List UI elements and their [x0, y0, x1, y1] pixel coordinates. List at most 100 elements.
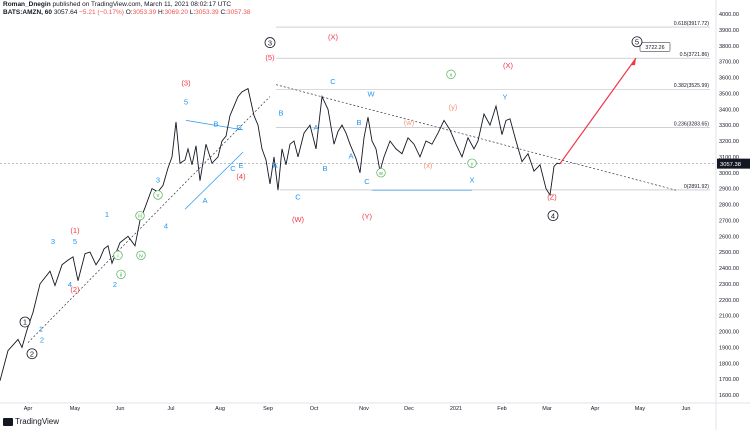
price-tick-label: 2600.00 [719, 234, 739, 240]
time-tick-label: Apr [591, 406, 600, 412]
wave-label: (y) [449, 102, 458, 111]
time-tick-label: Jun [116, 406, 125, 412]
author-name: Roman_Dnegin [3, 1, 51, 8]
price-tick-label: 2000.00 [719, 330, 739, 336]
price-tick-label: 3100.00 [719, 155, 739, 161]
target-arrow-head [631, 58, 636, 66]
wave-label: 1 [105, 210, 109, 219]
price-tick-label: 2900.00 [719, 187, 739, 193]
price-tick-label: 3500.00 [719, 91, 739, 97]
subwave-circle [113, 250, 123, 260]
wave-circle [264, 37, 276, 48]
close-label: C: [220, 9, 227, 16]
wave-label: C [295, 193, 301, 202]
wave-label: (Y) [362, 212, 373, 221]
wave-label: C [330, 77, 336, 86]
wave-circle-label: 2 [30, 349, 34, 358]
wave-label: 4 [164, 221, 168, 230]
wave-label: (X) [503, 61, 514, 70]
subwave-circle [446, 69, 456, 79]
current-price-label: 3057.38 [720, 162, 741, 168]
wave-label: (3) [181, 78, 191, 87]
time-tick-label: May [70, 406, 81, 412]
wave-label: C [230, 164, 236, 173]
wave-circle [631, 36, 643, 48]
price-tick-label: 1800.00 [719, 361, 739, 367]
wave-label: 2 [113, 280, 117, 289]
wave-label: (x) [424, 161, 433, 170]
open-value: 3053.39 [132, 9, 157, 16]
price-tick-label: 2500.00 [719, 250, 739, 256]
wave-label: 2 [40, 336, 44, 345]
time-tick-label: May [635, 406, 646, 412]
subwave-circle-label: y [471, 161, 474, 167]
price-tick-label: 1600.00 [719, 393, 739, 399]
wave-circle-label: 5 [635, 37, 639, 46]
wave-circle [26, 348, 38, 360]
tradingview-brand: TradingView [15, 417, 60, 426]
time-tick-label: Jun [682, 406, 691, 412]
price-tick-label: 3700.00 [719, 60, 739, 66]
time-tick-label: 2021 [450, 406, 462, 412]
price-tick-label: 2800.00 [719, 203, 739, 209]
wave-label: A [272, 161, 277, 170]
price-tick-label: 1900.00 [719, 345, 739, 351]
wave-label: A [313, 123, 318, 132]
chart-header-ohlc: BATS:AMZN, 60 3057.64 −5.21 (−0.17%) O:3… [3, 9, 250, 16]
price-change: −5.21 (−0.17%) [79, 9, 124, 16]
subwave-circle-label: v [157, 193, 160, 199]
wave-circle [547, 210, 559, 222]
subwave-circle-label: w [378, 171, 383, 177]
wave-label: (W) [292, 215, 305, 224]
subwave-circle [136, 250, 146, 260]
wave-label: 4 [68, 280, 72, 289]
wave-circle-label: 3 [268, 38, 272, 47]
wave-label: C [364, 177, 370, 186]
wave-label: 1 [39, 325, 43, 334]
wave-label: D [236, 123, 242, 132]
wave-label: B [278, 109, 283, 118]
price-tick-label: 3000.00 [719, 171, 739, 177]
price-tick-label: 3400.00 [719, 107, 739, 113]
wave-label: (w) [404, 118, 415, 127]
subwave-circle [135, 210, 145, 221]
wave-label: E [238, 161, 243, 170]
open-label: O: [125, 9, 133, 16]
price-tick-label: 2100.00 [719, 314, 739, 320]
time-tick-label: Feb [497, 406, 506, 412]
target-projection-line [559, 57, 637, 165]
price-tick-label: 2200.00 [719, 298, 739, 304]
wave-label: A [202, 196, 207, 205]
fib-level-label: 0(2891.92) [684, 184, 709, 190]
wave-label: (1) [70, 226, 80, 235]
wave-label: (2) [70, 285, 80, 294]
time-tick-label: Jul [167, 406, 174, 412]
tradingview-logo: TradingView [3, 417, 59, 426]
wave-label: (4) [236, 172, 246, 181]
time-tick-label: Apr [24, 406, 33, 412]
wave-label: B [356, 118, 361, 127]
close-value: 3057.38 [226, 9, 251, 16]
current-price-badge [717, 158, 750, 169]
price-tick-label: 3300.00 [719, 123, 739, 129]
last-price: 3057.64 [53, 9, 78, 16]
trend-line-upper [275, 84, 677, 191]
subwave-circle-label: x [450, 72, 453, 78]
wave-label: Y [502, 93, 507, 102]
wave-label: (Z) [547, 193, 557, 202]
symbol-label: BATS:AMZN, 60 [3, 9, 52, 16]
time-tick-label: Sep [263, 406, 273, 412]
chart-header-author: Roman_Dnegin published on TradingView.co… [3, 1, 231, 8]
price-tick-label: 2300.00 [719, 282, 739, 288]
wave-label: B [322, 164, 327, 173]
subwave-circle [153, 190, 163, 200]
time-tick-label: Oct [310, 406, 319, 412]
wave-label: (5) [265, 53, 275, 62]
wave-circle [19, 316, 31, 328]
price-tick-label: 3600.00 [719, 76, 739, 82]
wave-label: W [367, 90, 375, 99]
wave-label: 3 [51, 237, 55, 246]
high-value: 3069.20 [164, 9, 188, 16]
high-label: H: [157, 9, 165, 16]
